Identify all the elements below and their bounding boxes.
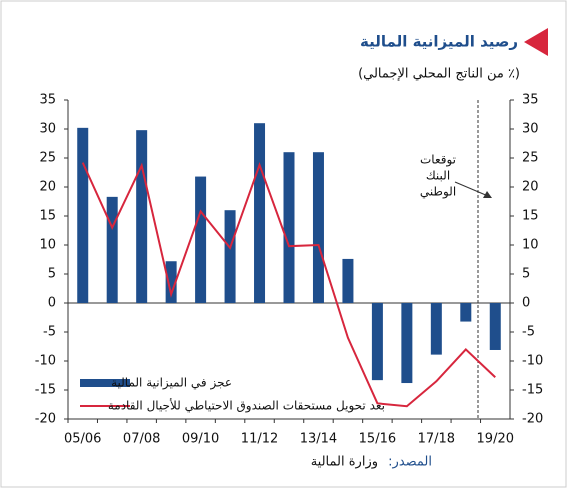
y2-tick-label: 35 <box>522 93 539 108</box>
bar <box>312 152 324 303</box>
bar <box>165 261 177 303</box>
y2-tick-label: -15 <box>522 383 543 398</box>
x-tick-label: 05/06 <box>64 432 101 447</box>
x-tick-label: 13/14 <box>300 432 337 447</box>
bar <box>371 303 383 381</box>
bar <box>489 303 501 350</box>
chart-subtitle: (٪ من الناتج المحلي الإجمالي) <box>358 67 520 82</box>
y-tick-label: -20 <box>35 412 56 427</box>
y-tick-label: -15 <box>35 383 56 398</box>
x-tick-label: 09/10 <box>182 432 219 447</box>
y-tick-label: 30 <box>39 122 56 137</box>
chart-title: رصيد الميزانية المالية <box>360 33 518 51</box>
x-tick-label: 11/12 <box>241 432 278 447</box>
y2-tick-label: 30 <box>522 122 539 137</box>
x-tick-label: 17/18 <box>418 432 455 447</box>
y2-tick-label: -5 <box>522 325 535 340</box>
y-tick-label: 35 <box>39 93 56 108</box>
source-label: المصدر: <box>388 455 432 470</box>
y-tick-label: -10 <box>35 354 56 369</box>
x-tick-label: 19/20 <box>477 432 514 447</box>
legend-label: بعد تحويل مستحقات الصندوق الاحتياطي للأج… <box>108 398 385 414</box>
bar <box>106 196 118 303</box>
bar <box>224 210 236 303</box>
bar <box>283 152 295 303</box>
bar <box>254 123 266 303</box>
y2-tick-label: 10 <box>522 238 539 253</box>
y-tick-label: 25 <box>39 151 56 166</box>
y-tick-label: 0 <box>48 296 56 311</box>
bar <box>195 176 207 303</box>
bar <box>460 303 472 322</box>
bar <box>401 303 413 384</box>
annotation: البنك <box>426 169 450 183</box>
y-tick-label: -5 <box>43 325 56 340</box>
x-tick-label: 07/08 <box>123 432 160 447</box>
y2-tick-label: 5 <box>522 267 530 282</box>
annotation: توقعات <box>420 153 456 168</box>
annotation: الوطني <box>420 185 456 200</box>
line <box>81 162 496 408</box>
y2-tick-label: 25 <box>522 151 539 166</box>
y2-tick-label: 20 <box>522 180 539 195</box>
bar <box>77 127 89 303</box>
y2-tick-label: 0 <box>522 296 530 311</box>
bar <box>342 258 354 303</box>
bar <box>136 130 148 303</box>
y2-tick-label: -10 <box>522 354 543 369</box>
arrow-head <box>483 191 492 198</box>
x-tick-label: 15/16 <box>359 432 396 447</box>
y2-tick-label: 15 <box>522 209 539 224</box>
bar <box>430 303 442 355</box>
annotation-arrow <box>454 181 489 197</box>
y-tick-label: 10 <box>39 238 56 253</box>
legend-swatch <box>80 379 130 387</box>
y-tick-label: 15 <box>39 209 56 224</box>
y-tick-label: 5 <box>48 267 56 282</box>
title-marker <box>524 28 548 56</box>
legend-label: عجز في الميزانية المالية <box>111 376 232 391</box>
y2-tick-label: -20 <box>522 412 543 427</box>
y-tick-label: 20 <box>39 180 56 195</box>
source-text: وزارة المالية <box>311 455 378 470</box>
